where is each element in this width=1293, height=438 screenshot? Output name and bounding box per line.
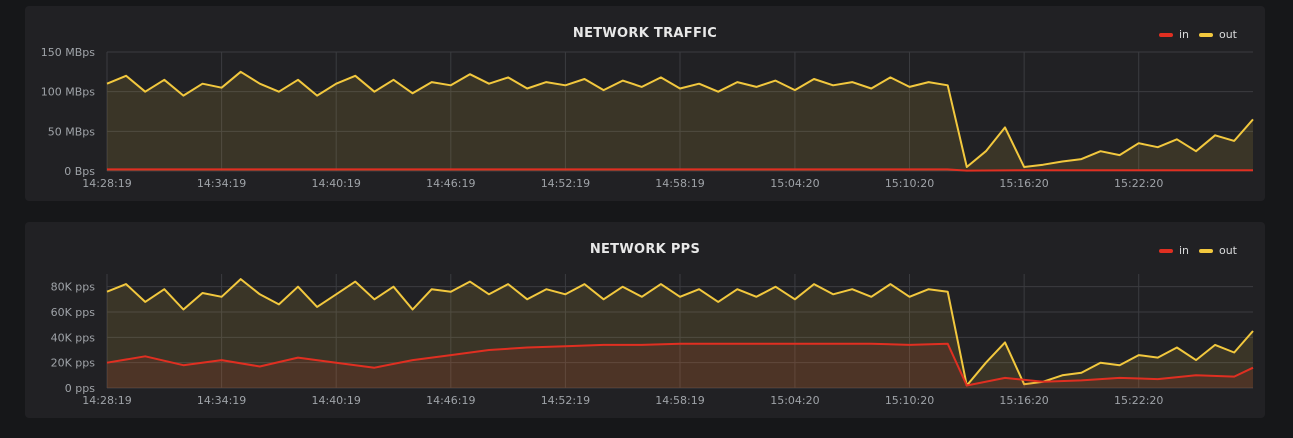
- legend-item-in[interactable]: in: [1158, 244, 1189, 257]
- y-tick-label: 80K pps: [51, 281, 96, 294]
- x-tick-label: 15:04:20: [770, 177, 819, 190]
- x-tick-label: 14:40:19: [311, 394, 360, 407]
- series-area-out: [107, 279, 1253, 388]
- network-traffic-panel: NETWORK TRAFFIC in out 0 Bps 50 MBps 100 M…: [25, 6, 1265, 201]
- chart-legend: in out: [1158, 28, 1237, 41]
- x-tick-label: 14:28:19: [82, 177, 131, 190]
- y-tick-label: 100 MBps: [41, 86, 96, 99]
- x-tick-label: 14:52:19: [541, 177, 590, 190]
- network-pps-chart[interactable]: 0 pps 20K pps 40K pps 60K pps 80K pps 14:28:1…: [25, 222, 1265, 418]
- y-tick-label: 60K pps: [51, 306, 96, 319]
- x-tick-label: 14:34:19: [197, 394, 246, 407]
- legend-label-in: in: [1178, 28, 1189, 41]
- legend-swatch-in: [1158, 248, 1173, 253]
- x-tick-label: 15:04:20: [770, 394, 819, 407]
- chart-legend: in out: [1158, 244, 1237, 257]
- y-tick-label: 0 pps: [65, 382, 95, 395]
- y-tick-label: 50 MBps: [48, 125, 96, 138]
- legend-label-out: out: [1218, 28, 1237, 41]
- legend-label-in: in: [1178, 244, 1189, 257]
- x-tick-label: 14:46:19: [426, 394, 475, 407]
- x-tick-label: 14:46:19: [426, 177, 475, 190]
- legend-item-out[interactable]: out: [1198, 244, 1237, 257]
- y-tick-label: 40K pps: [51, 331, 96, 344]
- legend-label-out: out: [1218, 244, 1237, 257]
- panel-title: NETWORK TRAFFIC: [572, 26, 718, 41]
- panel-title: NETWORK PPS: [589, 242, 701, 257]
- x-tick-label: 15:10:20: [885, 177, 934, 190]
- series-area-out: [107, 71, 1253, 171]
- legend-item-in[interactable]: in: [1158, 28, 1189, 41]
- legend-swatch-out: [1198, 248, 1213, 253]
- series-line-out: [106, 70, 1254, 168]
- network-pps-panel: NETWORK PPS in out 0 pps 20K pps 40K pps 60…: [25, 222, 1265, 418]
- series-line-out: [106, 278, 1254, 387]
- x-tick-label: 14:52:19: [541, 394, 590, 407]
- x-tick-label: 15:10:20: [885, 394, 934, 407]
- x-tick-label: 14:28:19: [82, 394, 131, 407]
- x-tick-label: 15:22:20: [1114, 394, 1163, 407]
- x-tick-label: 14:58:19: [655, 394, 704, 407]
- x-tick-label: 15:16:20: [999, 394, 1048, 407]
- x-tick-label: 15:22:20: [1114, 177, 1163, 190]
- y-tick-label: 0 Bps: [64, 165, 95, 178]
- legend-swatch-out: [1198, 32, 1213, 37]
- series-line-in: [106, 342, 1254, 387]
- x-tick-label: 14:40:19: [311, 177, 360, 190]
- legend-item-out[interactable]: out: [1198, 28, 1237, 41]
- y-tick-label: 150 MBps: [41, 46, 96, 59]
- x-tick-label: 14:58:19: [655, 177, 704, 190]
- network-traffic-chart[interactable]: 0 Bps 50 MBps 100 MBps 150 MBps 14:28:19 14:3…: [25, 6, 1265, 201]
- x-tick-label: 14:34:19: [197, 177, 246, 190]
- legend-swatch-in: [1158, 32, 1173, 37]
- x-tick-label: 15:16:20: [999, 177, 1048, 190]
- y-tick-label: 20K pps: [51, 357, 96, 370]
- series-line-in: [107, 168, 1253, 172]
- series-area-in: [107, 343, 1253, 388]
